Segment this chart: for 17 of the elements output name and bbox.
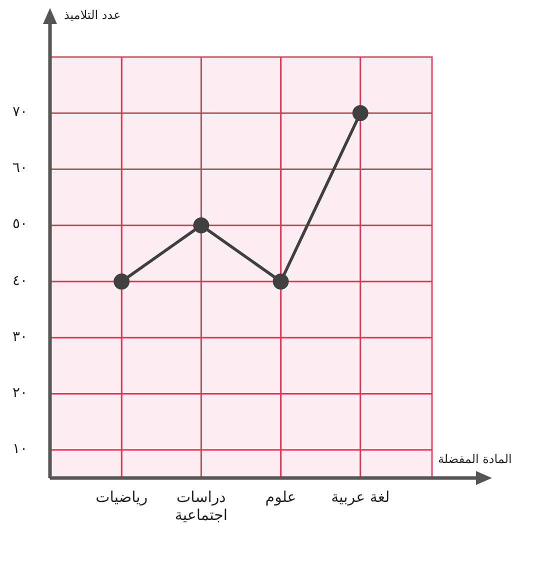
- x-tick-label: علوم: [264, 488, 298, 506]
- x-tick-label: لغة عربية: [330, 488, 391, 506]
- y-tick-label: ٥٠: [11, 216, 29, 232]
- point: [352, 105, 368, 122]
- y-tick-label: ٤٠: [11, 272, 29, 289]
- point: [114, 274, 130, 290]
- point: [272, 274, 289, 290]
- x-tick-label: دراسات اجتماعية: [174, 488, 229, 524]
- y-tick-label: ٦٠: [11, 160, 29, 176]
- x-tick-label: رياضيات: [94, 488, 149, 506]
- y-tick-label: ٣٠: [11, 328, 29, 345]
- y-tick-label: ٧٠: [11, 104, 29, 120]
- point: [193, 217, 210, 234]
- y-tick-label: ٢٠: [11, 384, 29, 401]
- y-axis-title: عدد التلاميذ: [64, 8, 121, 22]
- x-axis-title: المادة المفضلة: [438, 452, 512, 466]
- y-tick-label: ١٠: [11, 440, 29, 457]
